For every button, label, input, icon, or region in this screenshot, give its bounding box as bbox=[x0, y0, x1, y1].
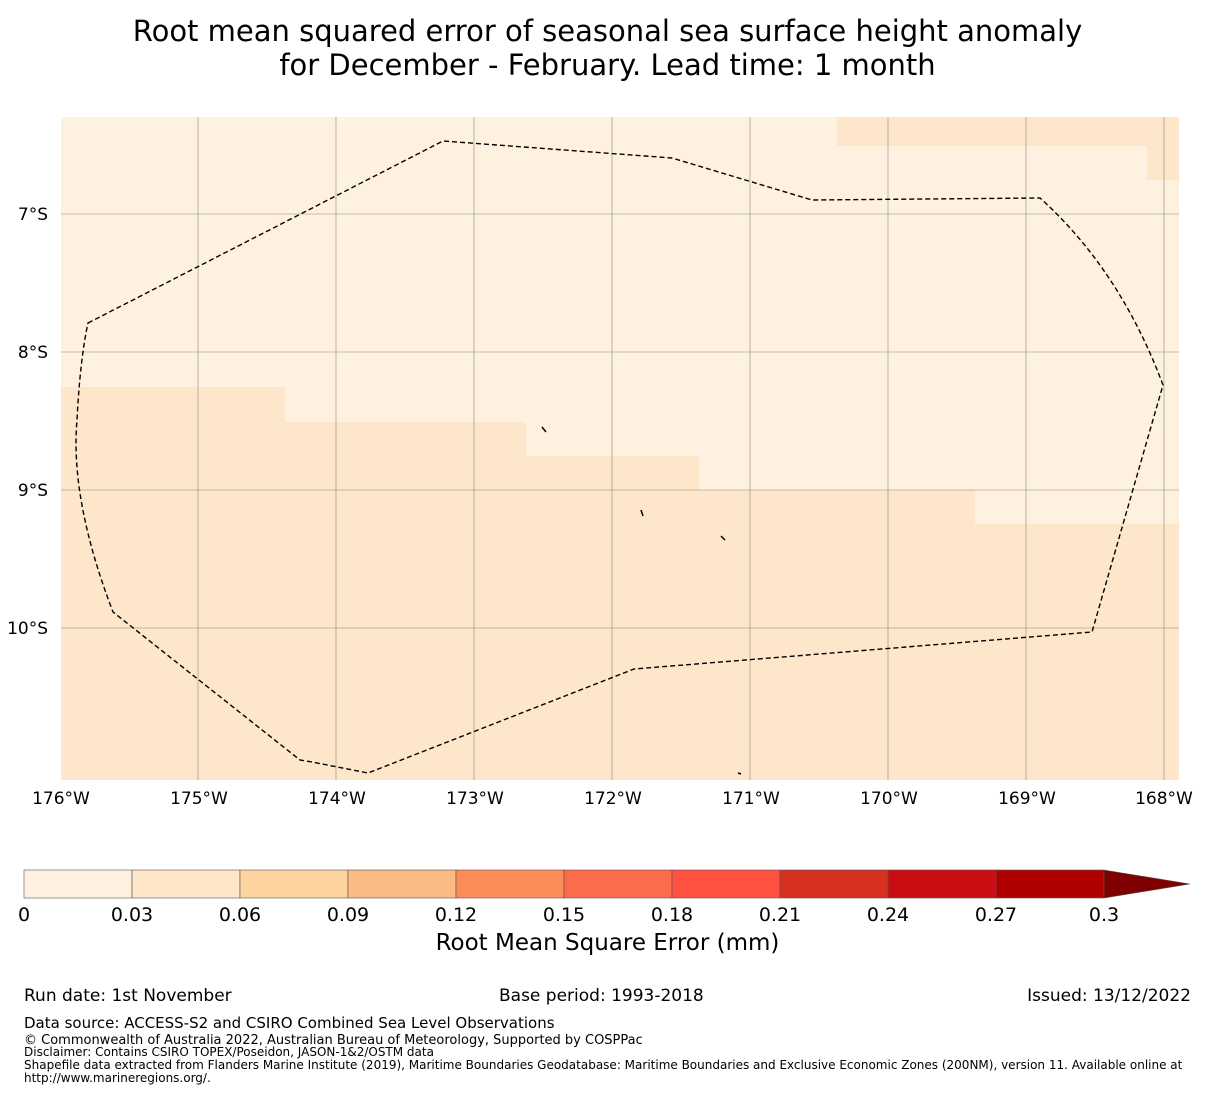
rmse-field bbox=[61, 117, 1179, 780]
colorbar-segment bbox=[887, 869, 997, 899]
colorbar-segment bbox=[239, 869, 349, 899]
colorbar-segment bbox=[563, 869, 673, 899]
colorbar-segment bbox=[995, 869, 1105, 899]
title-line-2: for December - February. Lead time: 1 mo… bbox=[279, 48, 936, 82]
field-mid-region-south bbox=[61, 387, 1179, 780]
lon-label: 168°W bbox=[1135, 789, 1193, 809]
base-period: Base period: 1993-2018 bbox=[499, 986, 704, 1006]
islands bbox=[541, 426, 742, 775]
lon-label: 173°W bbox=[446, 789, 504, 809]
colorbar-segment bbox=[455, 869, 565, 899]
colorbar-tick-label: 0.18 bbox=[651, 904, 693, 926]
colorbar-tick-label: 0.09 bbox=[327, 904, 369, 926]
colorbar-tick-label: 0.06 bbox=[219, 904, 261, 926]
lon-label: 176°W bbox=[32, 789, 90, 809]
island bbox=[720, 535, 726, 541]
lon-label: 169°W bbox=[998, 789, 1056, 809]
latitude-labels: 7°S 8°S 9°S 10°S bbox=[7, 205, 48, 639]
graticule bbox=[61, 117, 1179, 780]
lat-label: 7°S bbox=[18, 205, 48, 225]
colorbar-segment bbox=[671, 869, 781, 899]
lon-label: 174°W bbox=[308, 789, 366, 809]
data-source: Data source: ACCESS-S2 and CSIRO Combine… bbox=[24, 1014, 555, 1032]
lon-label: 175°W bbox=[170, 789, 228, 809]
disclaimer: Disclaimer: Contains CSIRO TOPEX/Poseido… bbox=[24, 1045, 434, 1059]
eez-boundary bbox=[75, 140, 1164, 774]
issued-date: Issued: 13/12/2022 bbox=[1027, 986, 1191, 1006]
title-line-1: Root mean squared error of seasonal sea … bbox=[132, 14, 1083, 48]
lat-label: 8°S bbox=[18, 343, 48, 363]
colorbar-tick-label: 0.3 bbox=[1089, 904, 1119, 926]
island bbox=[640, 509, 644, 517]
lat-label: 9°S bbox=[18, 481, 48, 501]
colorbar-segment bbox=[23, 869, 133, 899]
colorbar-tick-label: 0.21 bbox=[759, 904, 801, 926]
colorbar-segment bbox=[347, 869, 457, 899]
colorbar-tick-label: 0.12 bbox=[435, 904, 477, 926]
island bbox=[737, 772, 742, 775]
lon-label: 171°W bbox=[722, 789, 780, 809]
colorbar-extension bbox=[1103, 869, 1191, 899]
lon-label: 172°W bbox=[584, 789, 642, 809]
colorbar: 0 0.03 0.06 0.09 0.12 0.15 0.18 0.21 0.24 0.27 0.3 bbox=[18, 869, 1191, 926]
lon-label: 170°W bbox=[860, 789, 918, 809]
colorbar-segment bbox=[131, 869, 241, 899]
colorbar-tick-label: 0.15 bbox=[543, 904, 585, 926]
island bbox=[541, 426, 547, 433]
colorbar-segment bbox=[779, 869, 889, 899]
run-date: Run date: 1st November bbox=[24, 986, 232, 1006]
lat-label: 10°S bbox=[7, 619, 48, 639]
longitude-labels: 176°W 175°W 174°W 173°W 172°W 171°W 170°… bbox=[32, 789, 1193, 809]
shapefile-credit: Shapefile data extracted from Flanders M… bbox=[24, 1058, 1183, 1085]
field-mid-region-north bbox=[837, 117, 1179, 180]
colorbar-tick-label: 0.24 bbox=[867, 904, 909, 926]
colorbar-tick-label: 0 bbox=[18, 904, 30, 926]
colorbar-label: Root Mean Square Error (mm) bbox=[435, 930, 780, 956]
colorbar-tick-label: 0.27 bbox=[975, 904, 1017, 926]
colorbar-tick-label: 0.03 bbox=[111, 904, 153, 926]
copyright-notice: © Commonwealth of Australia 2022, Austra… bbox=[24, 1033, 643, 1048]
map-title: Root mean squared error of seasonal sea … bbox=[0, 14, 1215, 82]
